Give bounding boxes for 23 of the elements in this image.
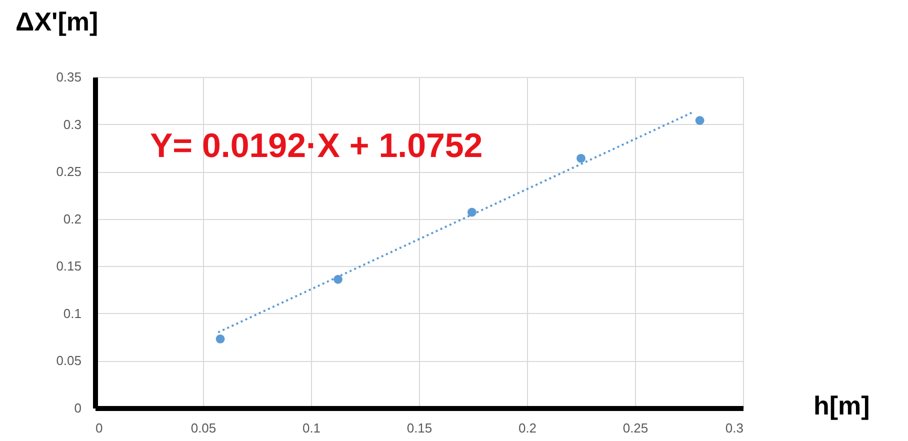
x-tick-label: 0.15	[406, 420, 432, 436]
annotation: Y= 0.0192·X + 1.0752	[150, 127, 483, 165]
x-tick-label: 0.3	[725, 420, 744, 436]
x-tick-label: 0.05	[190, 420, 216, 436]
x-tick-label: 0.25	[622, 420, 648, 436]
y-tick-label: 0	[74, 400, 82, 416]
y-tick-label: 0.25	[56, 164, 82, 180]
y-tick-label: 0.15	[56, 258, 82, 274]
y-tick-label: 0.3	[63, 116, 82, 132]
y-tick-label: 0.2	[63, 211, 82, 226]
point	[695, 116, 704, 125]
x-axis-title: h[m]	[814, 390, 870, 420]
y-axis-title: ΔX'[m]	[16, 6, 98, 36]
point	[334, 274, 342, 284]
y-tick-label: 0.1	[63, 306, 82, 321]
y-tick-label: 0.35	[56, 70, 82, 84]
point	[576, 154, 586, 163]
x-tick-label: 0	[96, 420, 103, 436]
x-tick-label: 0.1	[302, 420, 321, 436]
point	[216, 334, 225, 344]
point	[467, 208, 476, 217]
x-tick-label: 0.2	[518, 420, 537, 436]
y-tick-label: 0.05	[56, 353, 82, 368]
